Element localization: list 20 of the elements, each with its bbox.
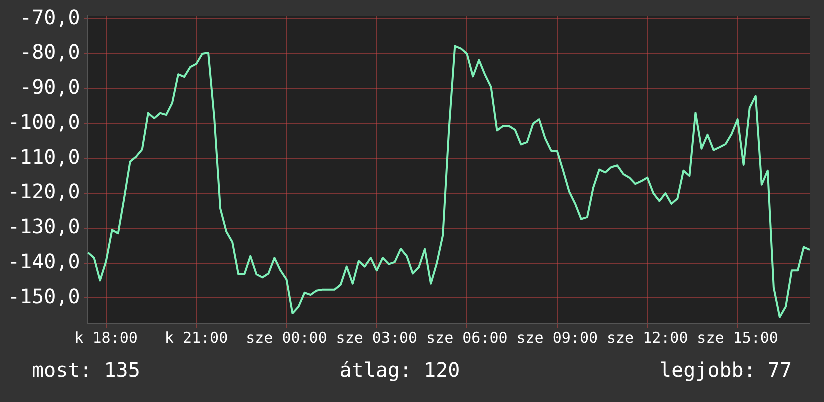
x-tick-label: sze 06:00: [426, 328, 508, 347]
x-tick-label: k 21:00: [164, 328, 228, 347]
x-tick-label: sze 12:00: [606, 328, 688, 347]
y-tick-label: -140,0: [8, 250, 80, 274]
y-tick-label: -120,0: [8, 180, 80, 204]
x-tick-label: sze 15:00: [697, 328, 778, 347]
x-tick-label: sze 00:00: [246, 328, 328, 347]
text: most: 135: [32, 358, 140, 382]
y-tick-label: -110,0: [8, 144, 80, 169]
text: legjobb: 77: [660, 358, 792, 382]
x-tick-label: sze 09:00: [516, 328, 598, 347]
y-tick-label: -150,0: [8, 284, 80, 308]
y-tick-label: -90,0: [20, 75, 80, 100]
y-tick-label: -80,0: [20, 40, 80, 64]
x-tick-label: k 18:00: [74, 328, 138, 347]
y-tick-label: -70,0: [20, 5, 80, 30]
y-tick-label: -130,0: [8, 214, 80, 239]
x-tick-label: sze 03:00: [336, 328, 418, 347]
text: átlag: 120: [340, 358, 460, 382]
y-tick-label: -100,0: [8, 110, 80, 134]
